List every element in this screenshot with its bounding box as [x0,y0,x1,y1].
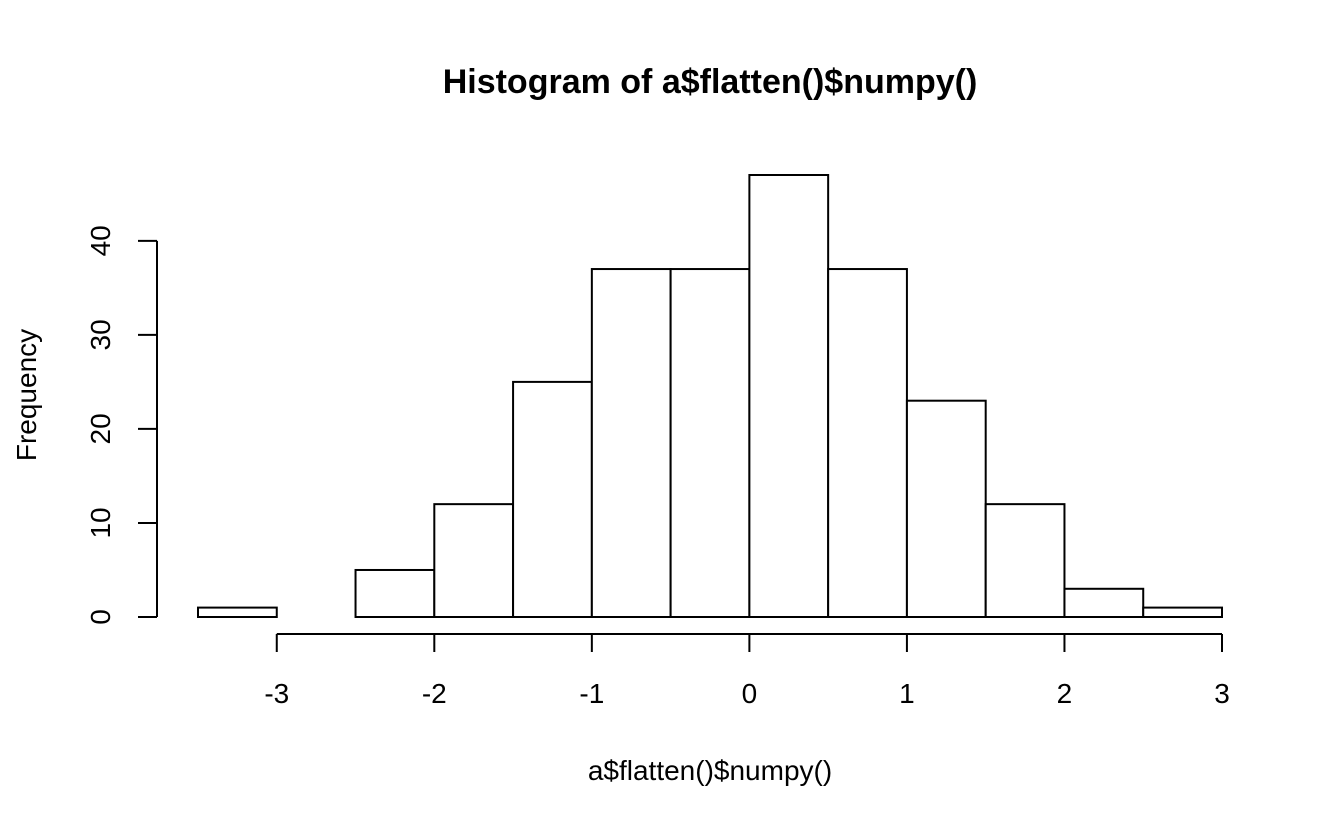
histogram-bar-6 [590,268,672,618]
x-tick-label: 2 [1057,678,1073,709]
histogram-bar-3 [354,568,436,618]
y-axis: 0 10 20 30 40 [85,225,158,625]
x-axis: -3 -2 -1 0 1 2 3 [264,633,1230,709]
y-tick-label: 20 [85,413,116,444]
histogram-bar-10 [905,399,987,618]
x-tick-label: 1 [899,678,915,709]
y-tick-label: 0 [85,609,116,625]
x-tick-label: -3 [264,678,289,709]
histogram-bar-8 [748,174,830,618]
x-tick-label: 3 [1214,678,1230,709]
histogram-bar-1 [197,606,278,619]
x-axis-label: a$flatten()$numpy() [588,755,832,786]
chart-title: Histogram of a$flatten()$numpy() [443,63,978,101]
x-tick-label: 0 [742,678,758,709]
y-tick-label: 40 [85,225,116,256]
x-tick-label: -1 [579,678,604,709]
histogram-bars [197,174,1223,619]
histogram-bar-4 [433,503,515,618]
histogram-bar-7 [669,268,751,618]
y-tick-label: 30 [85,319,116,350]
histogram-bar-12 [1063,587,1145,618]
histogram-bar-11 [984,503,1066,618]
histogram-bar-5 [512,380,593,618]
x-tick-label: -2 [422,678,447,709]
histogram-bar-13 [1142,606,1223,619]
y-axis-label: Frequency [11,329,42,461]
histogram-bar-9 [827,268,908,618]
y-tick-label: 10 [85,507,116,538]
